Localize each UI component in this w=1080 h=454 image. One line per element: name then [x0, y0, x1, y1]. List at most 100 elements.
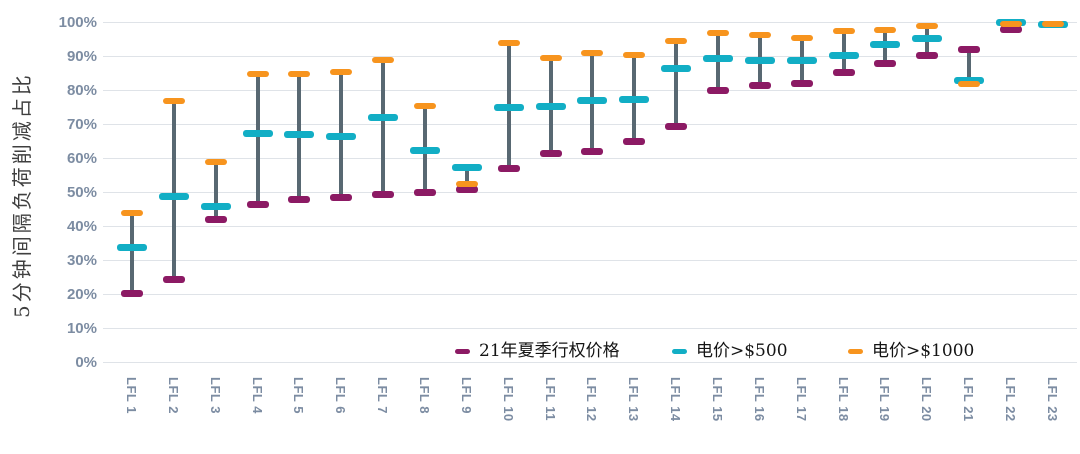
marker-price-gt-1000 [1041, 21, 1064, 28]
y-tick-label: 60% [66, 149, 97, 167]
x-axis-label: LFL 7 [375, 377, 391, 414]
marker-price-gt-1000 [748, 31, 771, 38]
marker-strike-price [204, 216, 227, 224]
y-axis-title: 5分钟间隔负荷削减占比 [10, 72, 34, 318]
x-axis-label: LFL 22 [1003, 377, 1019, 422]
x-axis-label: LFL 14 [668, 377, 684, 422]
marker-strike-price [162, 275, 185, 283]
marker-strike-price [497, 165, 520, 173]
grid-line [103, 158, 1077, 160]
marker-strike-price [539, 150, 562, 158]
marker-price-gt-500 [703, 54, 734, 62]
marker-price-gt-500 [661, 65, 692, 73]
x-axis-label: LFL 6 [333, 377, 349, 414]
marker-strike-price [581, 148, 604, 156]
x-axis-label: LFL 5 [291, 377, 307, 414]
marker-price-gt-500 [368, 114, 399, 122]
x-axis-label: LFL 19 [877, 377, 893, 422]
marker-price-gt-1000 [707, 29, 730, 36]
legend-swatch-strike-price [455, 348, 470, 354]
x-axis-label: LFL 4 [249, 377, 265, 414]
legend-label-price-gt-500: 电价>$500 [696, 341, 788, 361]
marker-price-gt-1000 [790, 35, 813, 41]
grid-line [103, 328, 1077, 330]
x-axis-label: LFL 12 [584, 377, 600, 422]
marker-strike-price [246, 201, 269, 209]
grid-line [103, 362, 1077, 364]
legend-label-price-gt-1000: 电价>$1000 [872, 341, 975, 361]
marker-price-gt-500 [410, 146, 441, 154]
x-axis-label: LFL 16 [751, 377, 767, 422]
x-axis-label: LFL 3 [207, 377, 223, 414]
x-axis-label: LFL 17 [793, 377, 809, 422]
marker-strike-price [958, 46, 981, 54]
x-axis-label: LFL 20 [919, 377, 935, 422]
legend-item-price-gt-500: 电价>$500 [672, 339, 788, 363]
marker-price-gt-1000 [665, 38, 688, 45]
x-axis-label: LFL 21 [961, 377, 977, 422]
range-stem [464, 167, 469, 190]
marker-strike-price [748, 82, 771, 90]
marker-strike-price [665, 122, 688, 130]
range-stem [381, 60, 386, 195]
marker-price-gt-500 [451, 163, 482, 171]
x-axis-label: LFL 13 [626, 377, 642, 422]
x-axis-label: LFL 23 [1044, 377, 1060, 422]
grid-line [103, 124, 1077, 126]
y-tick-label: 20% [66, 285, 97, 303]
marker-price-gt-500 [619, 95, 650, 103]
range-stem [171, 100, 176, 280]
marker-strike-price [414, 189, 437, 197]
marker-price-gt-500 [493, 104, 524, 112]
marker-strike-price [623, 138, 646, 146]
y-tick-label: 10% [66, 319, 97, 337]
grid-line [103, 260, 1077, 262]
marker-price-gt-500 [284, 131, 315, 139]
x-axis-label: LFL 1 [124, 377, 139, 414]
legend-label-strike-price: 21年夏季行权价格 [479, 341, 620, 361]
marker-price-gt-1000 [916, 23, 939, 30]
grid-line [103, 90, 1077, 92]
marker-price-gt-1000 [246, 70, 269, 77]
legend-item-price-gt-1000: 电价>$1000 [848, 339, 974, 363]
x-axis-label: LFL 8 [417, 377, 433, 414]
x-axis-label: LFL 15 [710, 377, 726, 422]
y-tick-label: 50% [66, 183, 97, 201]
range-stem [130, 213, 134, 293]
marker-strike-price [790, 80, 813, 88]
legend-swatch-price-gt-1000 [848, 348, 863, 354]
marker-price-gt-500 [577, 97, 608, 105]
marker-strike-price [1000, 26, 1023, 33]
grid-line [103, 22, 1077, 24]
marker-price-gt-1000 [455, 181, 478, 188]
marker-price-gt-500 [117, 243, 147, 251]
marker-strike-price [121, 289, 143, 297]
marker-price-gt-1000 [874, 26, 897, 33]
x-axis-label: LFL 18 [835, 377, 851, 422]
y-tick-label: 80% [66, 81, 97, 99]
marker-price-gt-1000 [162, 97, 185, 104]
marker-price-gt-1000 [623, 52, 646, 58]
range-stem [213, 162, 218, 220]
marker-price-gt-500 [158, 192, 189, 200]
grid-line [103, 226, 1077, 228]
y-tick-label: 30% [66, 251, 97, 269]
marker-price-gt-500 [242, 129, 273, 137]
marker-price-gt-1000 [832, 28, 855, 35]
x-axis-label: LFL 10 [500, 377, 516, 422]
marker-price-gt-500 [535, 102, 566, 110]
marker-price-gt-500 [912, 34, 943, 42]
range-stem [967, 49, 972, 84]
legend-item-strike-price: 21年夏季行权价格 [455, 339, 620, 363]
marker-price-gt-1000 [288, 70, 311, 77]
grid-line [103, 294, 1077, 296]
marker-price-gt-1000 [497, 40, 520, 47]
range-stem [255, 73, 260, 205]
marker-price-gt-500 [200, 202, 231, 210]
marker-price-gt-1000 [1000, 21, 1023, 28]
x-axis-label: LFL 9 [458, 377, 474, 414]
marker-price-gt-1000 [121, 210, 143, 217]
marker-price-gt-500 [744, 56, 775, 64]
marker-price-gt-500 [954, 77, 985, 84]
